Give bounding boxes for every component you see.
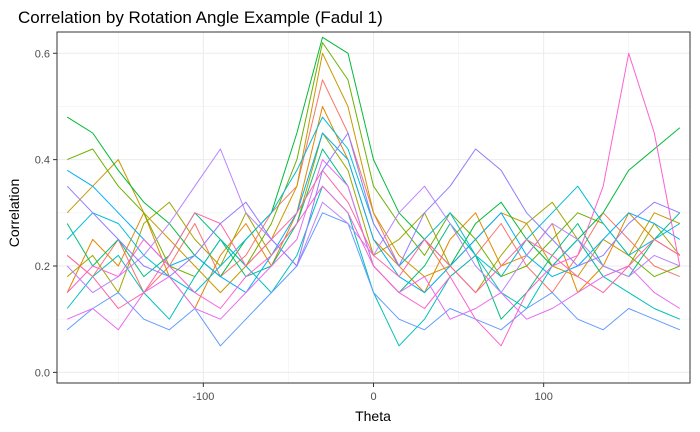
series-lines: [66, 36, 681, 347]
series-line-16: [66, 132, 680, 278]
series-line-15: [66, 169, 681, 309]
x-tick-label: 0: [370, 391, 376, 403]
y-tick-label: 0.6: [35, 48, 50, 60]
x-axis-title: Theta: [355, 408, 391, 424]
x-tick-label: -100: [192, 391, 214, 403]
x-tick-label: 100: [534, 391, 552, 403]
y-tick-label: 0.4: [35, 155, 50, 167]
x-axis-ticks: -100 0 100: [192, 383, 553, 403]
y-axis-title: Correlation: [6, 179, 22, 247]
y-tick-label: 0.0: [35, 367, 50, 379]
series-line-11: [66, 212, 680, 347]
y-axis-ticks: 0.0 0.2 0.4 0.6: [35, 48, 57, 379]
y-tick-label: 0.2: [35, 261, 50, 273]
chart-title: Correlation by Rotation Angle Example (F…: [18, 8, 383, 27]
series-line-14: [66, 52, 681, 347]
